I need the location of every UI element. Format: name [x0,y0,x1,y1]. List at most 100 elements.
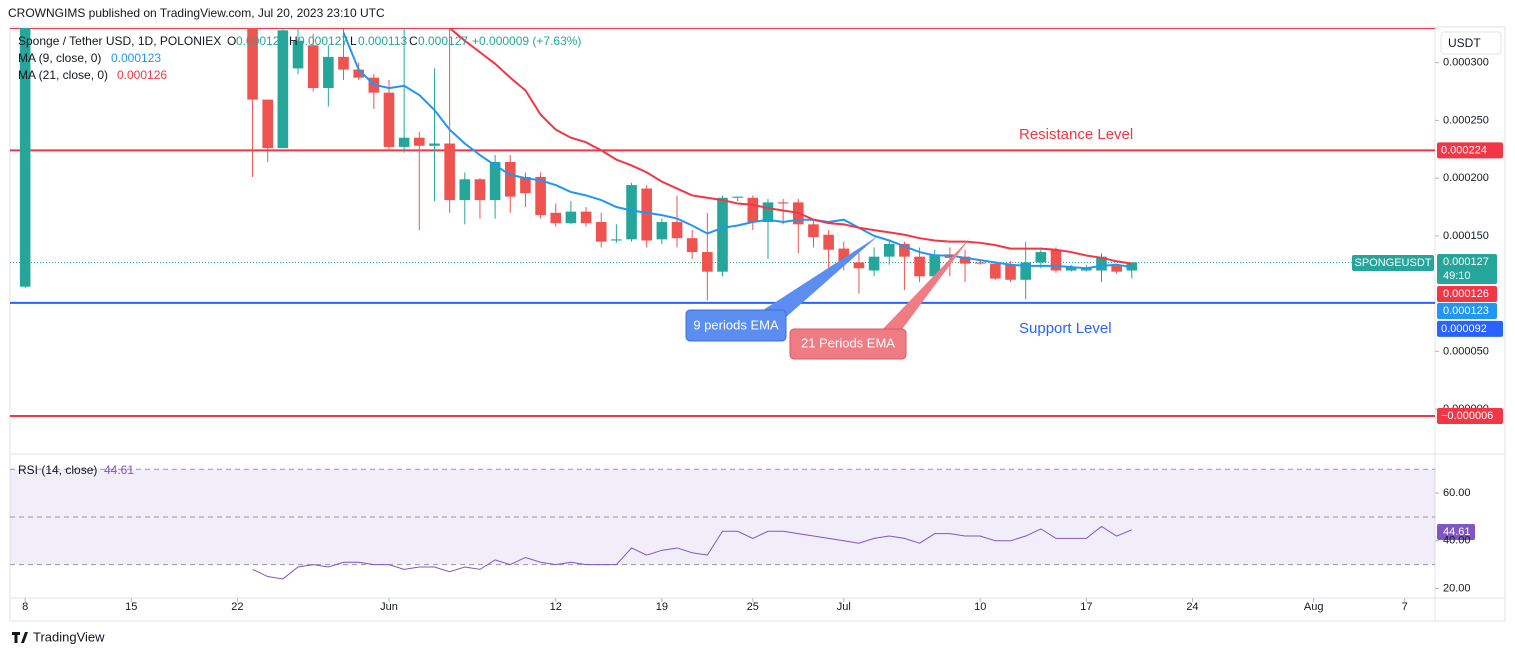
rsi-value: 44.61 [104,463,134,477]
price-pane [10,28,1435,418]
candle-body [1081,268,1092,271]
y-tick-label: 60.00 [1443,487,1471,499]
symbol: Sponge / Tether USD, 1D, POLONIEX [18,34,221,48]
candle-body [307,45,319,89]
currency-button[interactable] [1440,31,1502,55]
y-tick-label: 0.000250 [1443,114,1489,126]
rsi-value: 44.61 [1443,526,1471,538]
ohlc-key: H [289,34,298,48]
level-tag [1437,320,1503,337]
candle-body [762,202,774,223]
candle-body [504,161,516,197]
y-tick-label: 0.000200 [1443,172,1489,184]
y-tick-label: 40.00 [1443,535,1471,547]
x-tick-label: 7 [1402,601,1408,613]
publisher: CROWNGIMS published on TradingView.com, … [8,6,385,20]
candle-body [974,262,986,264]
candle-body [338,56,349,70]
x-tick-label: Aug [1304,601,1324,613]
rsi-name: RSI (14, close) [18,463,97,477]
footer: TradingView [33,629,105,644]
legend-value: 0.000123 [111,51,161,65]
annotation: Support Level [1019,320,1112,337]
annotation: 21 Periods EMA [801,335,895,350]
ohlc-value: 0.000127 [298,34,348,48]
candle-body [1065,267,1077,271]
rsi-line [252,525,1132,580]
legend-name: MA (9, close, 0) [18,51,101,65]
candle-body [959,256,971,264]
ohlc-value: 0.000113 [358,34,407,48]
level-label: 0.000092 [1441,323,1487,335]
level-label: −0.000006 [1441,410,1493,422]
candle-body [277,30,289,149]
callout-arrow [880,238,970,332]
candle-body [626,185,637,240]
candle-body [1050,249,1062,271]
candle-body [914,256,925,277]
countdown: 49:10 [1443,270,1471,282]
ma-value: 0.000126 [1443,288,1489,300]
candle-body [747,197,759,223]
x-tick-label: 12 [550,601,562,613]
candle-body [717,197,728,272]
candle-body [262,99,274,149]
x-tick-label: 10 [974,601,986,613]
y-tick-label: 0.000050 [1443,345,1489,357]
x-tick-label: 22 [231,601,243,613]
candle-body [853,262,865,269]
x-tick-label: 15 [125,601,137,613]
candle-body [414,137,425,146]
candle-body [641,188,653,241]
rsi-tag [1437,524,1475,540]
candle-body [565,211,577,224]
candle-body [444,143,455,201]
x-tick-label: 25 [747,601,759,613]
last-price: 0.000127 [1443,256,1489,268]
overlay: CROWNGIMS published on TradingView.com, … [8,6,1503,644]
candle-body [580,211,592,224]
callout [685,309,787,342]
ticker-tag [1352,255,1434,271]
candle-body [1035,252,1047,263]
ma-tag [1437,303,1497,319]
ma-value: 0.000123 [1443,305,1489,317]
currency[interactable]: USDT [1448,36,1481,50]
candle-body [1020,262,1031,280]
candle-body [883,243,895,257]
candle-body [611,239,622,241]
candle-body [323,56,334,89]
candle-body [1111,265,1122,272]
candle-body [292,40,304,69]
candle-body [777,202,789,204]
annotation: Resistance Level [1019,126,1133,143]
x-tick-label: Jun [380,601,398,613]
candle-body [671,222,683,239]
ohlc-key: C [409,34,418,48]
legend-name: MA (21, close, 0) [18,68,108,82]
candle-body [353,69,364,78]
level-label: 0.000224 [1441,144,1487,156]
candle-body [19,28,31,287]
candle-body [1005,264,1016,280]
rsi-pane [10,468,1435,580]
callout-arrow [760,236,878,318]
candle-body [686,238,698,253]
candle-body [838,248,850,263]
ma-tag [1437,286,1497,302]
callout [789,328,907,360]
level-tag [1437,142,1503,159]
candle-body [429,143,440,146]
ohlc-value: 0.000120 [236,34,286,48]
candle-body [459,179,471,201]
y-tick-label: 0.000150 [1443,230,1489,242]
x-tick-label: 8 [22,601,28,613]
candle-body [808,224,819,238]
ohlc-value: 0.000127 [418,34,468,48]
price-tag [1437,254,1497,284]
candle-body [398,137,410,147]
frame [9,26,1506,622]
candle-body [535,176,546,216]
candle-body [990,263,1001,279]
